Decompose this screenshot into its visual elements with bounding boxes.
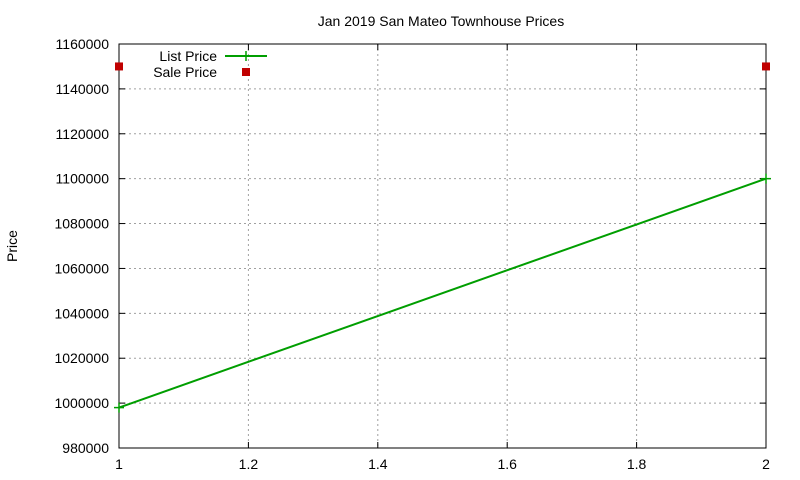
y-tick-label: 1000000 bbox=[54, 395, 109, 411]
sale-price-point bbox=[115, 62, 123, 71]
legend-marker bbox=[242, 68, 250, 76]
list-price-point bbox=[114, 402, 124, 413]
x-tick-label: 2 bbox=[762, 456, 770, 472]
plot-frame bbox=[118, 43, 767, 449]
sale-price-point bbox=[762, 62, 770, 71]
y-tick-label: 1160000 bbox=[56, 36, 110, 52]
y-tick-label: 1120000 bbox=[56, 126, 110, 142]
y-tick-label: 1100000 bbox=[56, 171, 110, 187]
y-axis-label: Price bbox=[4, 230, 20, 262]
list-price-line bbox=[118, 177, 767, 409]
axes: 1 1.2 1.4 1.6 1.8 2 980000 1000000 1020000 104000… bbox=[54, 36, 770, 472]
chart-title: Jan 2019 San Mateo Townhouse Prices bbox=[318, 13, 564, 29]
x-tick-label: 1.6 bbox=[497, 456, 517, 472]
legend-label: Sale Price bbox=[153, 64, 217, 80]
y-tick-label: 1040000 bbox=[54, 305, 109, 321]
x-tick-label: 1.8 bbox=[627, 456, 647, 472]
x-tick-label: 1.2 bbox=[239, 456, 259, 472]
x-tick-label: 1 bbox=[115, 456, 123, 472]
y-tick-label: 1060000 bbox=[54, 260, 109, 276]
y-tick-label: 1140000 bbox=[56, 81, 110, 97]
x-tick-label: 1.4 bbox=[368, 456, 388, 472]
y-tick-label: 1080000 bbox=[54, 216, 109, 232]
y-tick-label: 1020000 bbox=[54, 350, 109, 366]
legend-marker bbox=[241, 51, 251, 61]
plot-area bbox=[114, 62, 771, 413]
legend-label: List Price bbox=[159, 48, 217, 64]
y-tick-label: 980000 bbox=[62, 440, 109, 456]
list-price-point bbox=[761, 173, 771, 184]
grid bbox=[119, 44, 766, 448]
